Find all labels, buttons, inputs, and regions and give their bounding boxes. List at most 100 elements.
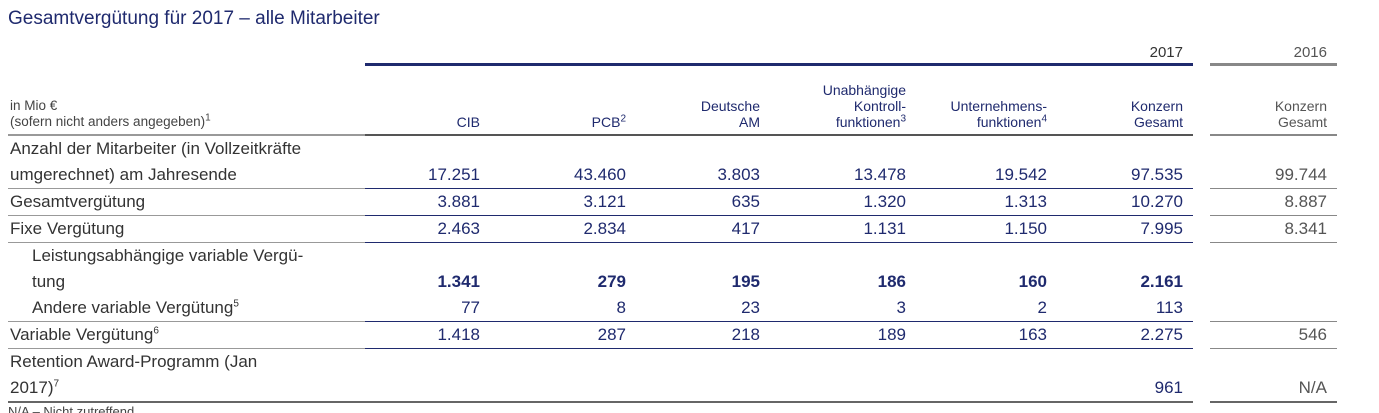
spacer (1193, 135, 1210, 189)
text-line: tung (32, 272, 66, 291)
value-cell: 287 (490, 321, 636, 349)
row-label: Andere variable Vergütung5 (8, 295, 365, 322)
value-cell: 160 (1018, 272, 1047, 291)
value-cell: 2.834 (490, 215, 636, 243)
value-cell: 1.150 (916, 215, 1057, 243)
value-cell: 97.535 (1057, 135, 1193, 189)
value-cell: 2.463 (365, 215, 490, 243)
text-line: Fixe Vergütung (10, 219, 125, 238)
text-line: Gesamt (1277, 114, 1327, 130)
row-label: Leistungsabhängige variable Vergü-tung (8, 243, 365, 296)
spacer (1193, 243, 1210, 296)
row-label: Fixe Vergütung (8, 215, 365, 243)
value-cell: N/A (1210, 348, 1337, 403)
title: Gesamtvergütung für 2017 – alle Mitarbei… (8, 8, 380, 29)
spacer (1193, 322, 1210, 349)
header-row: in Mio € (sofern nicht anders angegeben)1… (8, 68, 1337, 136)
column-header: Unabhängige Kontroll-funktionen3 (770, 68, 916, 136)
text-line: Anzahl der Mitarbeiter (in Vollzeitkräft… (10, 139, 302, 158)
column-header: Unternehmens-funktionen4 (916, 68, 1057, 136)
text-line: Gesamt (1133, 114, 1183, 130)
value-cell: 1.313 (916, 188, 1057, 216)
text-line: Leistungsabhängige variable Vergü- (32, 246, 304, 265)
value-cell (490, 348, 636, 403)
value-cell (1210, 295, 1337, 322)
value-cell: 8 (490, 295, 636, 322)
text-line: Retention Award-Programm (Jan (10, 352, 258, 371)
text-line: Deutsche (700, 98, 760, 114)
text-line: in Mio € (10, 98, 58, 113)
footnote-ref: 3 (900, 113, 906, 125)
value-cell: 1.418 (365, 321, 490, 349)
value-cell (636, 348, 770, 403)
value-cell: 3.121 (490, 188, 636, 216)
text-line: CIB (456, 114, 480, 130)
spacer (1193, 189, 1210, 216)
value-cell: 19.542 (916, 135, 1057, 189)
year-header-row: 2017 2016 (8, 44, 1337, 66)
value-cell: 186 (877, 272, 906, 291)
value-cell: 99.744 (1210, 135, 1337, 189)
column-header: Konzern Gesamt (1057, 68, 1193, 136)
value-cell: 10.270 (1057, 188, 1193, 216)
value-cell: 218 (636, 321, 770, 349)
spacer (1193, 349, 1210, 403)
footnote-ref: 2 (620, 113, 626, 125)
value-cell: 1.320 (770, 188, 916, 216)
value-cell: 3 (770, 295, 916, 322)
footnote: N/A – Nicht zutreffend (8, 404, 135, 413)
table-row: Gesamtvergütung 3.881 3.121 635 1.320 1.313 10… (8, 188, 1337, 216)
table-row: Leistungsabhängige variable Vergü-tung 1.… (8, 243, 1337, 296)
compensation-table: in Mio € (sofern nicht anders angegeben)1… (8, 68, 1337, 403)
text-line: Kontroll- (853, 98, 906, 114)
value-cell: 417 (636, 215, 770, 243)
value-cell (1210, 243, 1337, 296)
column-header: CIB (365, 68, 490, 136)
value-cell: 1.131 (770, 215, 916, 243)
table-row: Retention Award-Programm (Jan 2017)7 961 N/… (8, 348, 1337, 403)
spacer (1193, 295, 1210, 322)
value-cell: 3.803 (636, 135, 770, 189)
value-cell (916, 348, 1057, 403)
column-header: PCB2 (490, 68, 636, 136)
footnote-ref: 1 (205, 112, 211, 124)
year-header: 2016 (1210, 44, 1337, 66)
text-line: Variable Vergütung (10, 325, 154, 344)
value-cell: 961 (1057, 348, 1193, 403)
value-cell (770, 348, 916, 403)
text-line: funktionen (976, 114, 1042, 130)
text-line: (sofern nicht anders angegeben) (10, 114, 206, 129)
column-header: Deutsche AM (636, 68, 770, 136)
value-cell: 8.341 (1210, 215, 1337, 243)
value-cell: 1.341 (437, 272, 480, 291)
row-label: Retention Award-Programm (Jan 2017)7 (8, 348, 365, 403)
value-cell: 3.881 (365, 188, 490, 216)
table-row: Anzahl der Mitarbeiter (in Vollzeitkräft… (8, 135, 1337, 189)
text-line: 2017) (10, 378, 54, 397)
spacer (1193, 216, 1210, 243)
row-label: Variable Vergütung6 (8, 321, 365, 349)
year-header: 2017 (365, 44, 1193, 66)
value-cell: 13.478 (770, 135, 916, 189)
text-line: Unabhängige (822, 82, 906, 98)
text-line: Gesamtvergütung (10, 192, 146, 211)
value-cell: 189 (770, 321, 916, 349)
value-cell: 635 (636, 188, 770, 216)
value-cell (365, 348, 490, 403)
row-label: Gesamtvergütung (8, 188, 365, 216)
column-header: Konzern Gesamt (1210, 68, 1337, 136)
footnote-ref: 4 (1041, 113, 1047, 125)
footnote-ref: 6 (153, 325, 159, 337)
value-cell: 77 (365, 295, 490, 322)
value-cell: 7.995 (1057, 215, 1193, 243)
text-line: PCB (591, 114, 621, 130)
text-line: umgerechnet) am Jahresende (10, 165, 237, 184)
text-line: Konzern (1274, 98, 1327, 114)
value-cell: 2 (916, 295, 1057, 322)
text-line: funktionen (835, 114, 901, 130)
row-label: Anzahl der Mitarbeiter (in Vollzeitkräft… (8, 135, 365, 189)
value-cell: 2.275 (1057, 321, 1193, 349)
value-cell: 163 (916, 321, 1057, 349)
header-label: in Mio € (sofern nicht anders angegeben)1 (8, 68, 365, 136)
